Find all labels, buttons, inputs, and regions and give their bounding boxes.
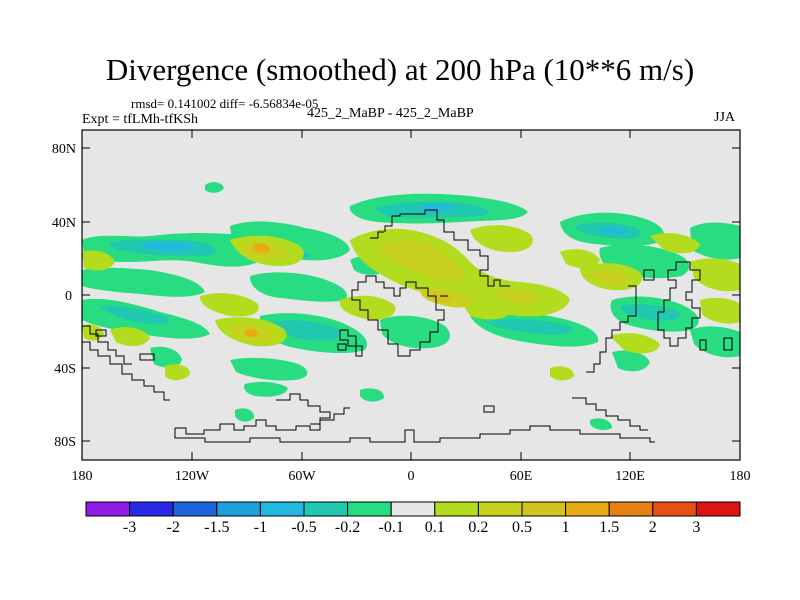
divergence-field bbox=[82, 182, 740, 431]
colorbar-box bbox=[652, 501, 697, 517]
colorbar-box bbox=[347, 501, 392, 517]
colorbar-label: -0.2 bbox=[335, 519, 360, 536]
colorbar-box bbox=[390, 501, 436, 517]
colorbar-label: -0.1 bbox=[379, 519, 404, 536]
colorbar-label: 0.5 bbox=[512, 519, 532, 536]
lat-label-0: 0 bbox=[65, 289, 72, 304]
colorbar-box bbox=[477, 501, 523, 517]
colorbar-label: -1 bbox=[254, 519, 267, 536]
colorbar-box bbox=[695, 501, 741, 517]
season-label: JJA bbox=[714, 110, 736, 125]
colorbar-box bbox=[216, 501, 261, 517]
colorbar-box bbox=[434, 501, 479, 517]
colorbar-label: -3 bbox=[123, 519, 136, 536]
lat-label-80n: 80N bbox=[52, 142, 76, 157]
experiment-label: Expt = tfLMh-tfKSh bbox=[82, 112, 198, 127]
lon-label-120w: 120W bbox=[175, 469, 210, 484]
colorbar-label: -1.5 bbox=[204, 519, 229, 536]
colorbar bbox=[85, 501, 741, 517]
colorbar-labels: -3 -2 -1.5 -1 -0.5 -0.2 -0.1 0.1 0.2 0.5 1 1.5 2 3 bbox=[123, 519, 700, 536]
lat-label-80s: 80S bbox=[54, 435, 76, 450]
colorbar-box bbox=[259, 501, 305, 517]
lon-label-60e: 60E bbox=[510, 469, 533, 484]
colorbar-box bbox=[172, 501, 218, 517]
colorbar-label: 0.1 bbox=[425, 519, 445, 536]
lon-label-180e: 180 bbox=[730, 469, 751, 484]
colorbar-label: 0.2 bbox=[468, 519, 488, 536]
colorbar-box bbox=[608, 501, 654, 517]
colorbar-label: -2 bbox=[167, 519, 180, 536]
colorbar-box bbox=[521, 501, 567, 517]
colorbar-label: 1.5 bbox=[599, 519, 619, 536]
lat-label-40s: 40S bbox=[54, 362, 76, 377]
lat-label-40n: 40N bbox=[52, 216, 76, 231]
period-label: 425_2_MaBP - 425_2_MaBP bbox=[307, 106, 474, 121]
colorbar-box bbox=[129, 501, 174, 517]
colorbar-label: 2 bbox=[649, 519, 657, 536]
map-title: Divergence (smoothed) at 200 hPa (10**6 … bbox=[105, 52, 695, 87]
axis-ticks bbox=[81, 130, 741, 460]
coastlines bbox=[82, 209, 733, 443]
lon-label-120e: 120E bbox=[615, 469, 645, 484]
lon-label-0: 0 bbox=[408, 469, 415, 484]
colorbar-box bbox=[565, 501, 610, 517]
stats-line: rmsd= 0.141002 diff= -6.56834e-05 bbox=[131, 96, 319, 111]
lon-label-60w: 60W bbox=[288, 469, 316, 484]
colorbar-box bbox=[303, 501, 349, 517]
colorbar-box bbox=[85, 501, 131, 517]
colorbar-label: -0.5 bbox=[291, 519, 316, 536]
lon-label-180w: 180 bbox=[72, 469, 93, 484]
colorbar-label: 3 bbox=[692, 519, 700, 536]
colorbar-label: 1 bbox=[562, 519, 570, 536]
